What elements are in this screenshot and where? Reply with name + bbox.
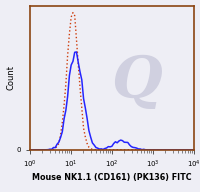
X-axis label: Mouse NK1.1 (CD161) (PK136) FITC: Mouse NK1.1 (CD161) (PK136) FITC: [32, 173, 192, 182]
Y-axis label: Count: Count: [6, 65, 15, 90]
Text: Q: Q: [111, 54, 162, 110]
